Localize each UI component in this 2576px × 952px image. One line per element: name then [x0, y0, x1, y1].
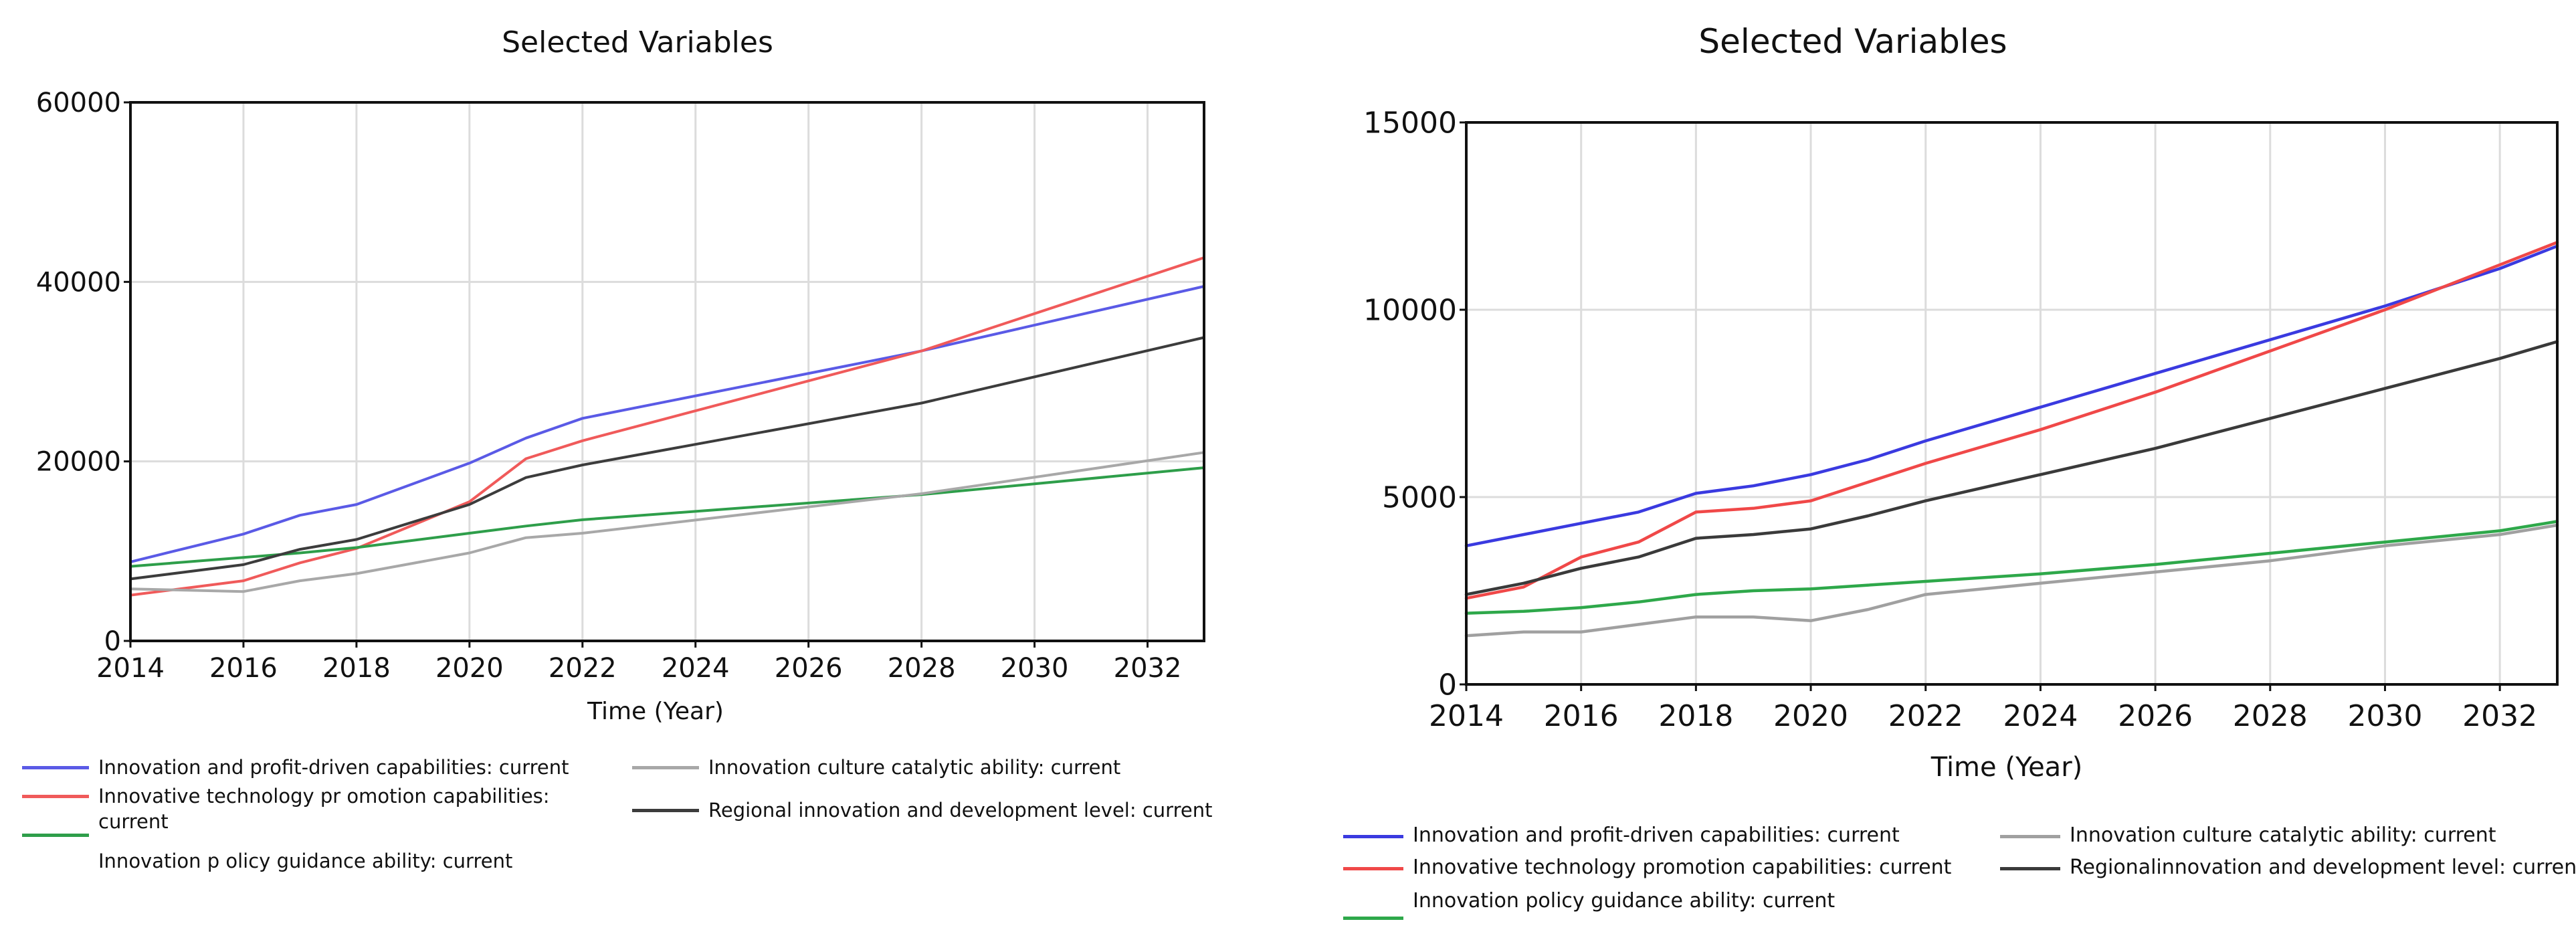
x-tick-label: 2024	[662, 653, 730, 684]
legend-item-policy: Innovation policy guidance ability: curr…	[1343, 884, 1835, 920]
legend-label: Innovation and profit-driven capabilitie…	[98, 756, 569, 779]
legend-swatch	[1343, 867, 1403, 870]
series-line-3	[1464, 520, 2559, 615]
plot-frame	[129, 101, 1205, 642]
x-tick-label: 2030	[2347, 699, 2422, 733]
x-tick-label: 2028	[2233, 699, 2308, 733]
x-tick-label: 2020	[1773, 699, 1848, 733]
x-tick-label: 2014	[1429, 699, 1504, 733]
x-axis-label: Time (Year)	[587, 698, 724, 725]
x-tick-label: 2018	[322, 653, 391, 684]
chart-1-title: Selected Variables	[502, 25, 773, 60]
legend-label: Innovation culture catalytic ability: cu…	[708, 756, 1121, 779]
legend-swatch	[632, 766, 699, 769]
series-line-2	[1464, 240, 2559, 600]
legend-item-culture: Innovation culture catalytic ability: cu…	[632, 755, 1120, 780]
legend-label: Regionalinnovation and development level…	[2070, 856, 2576, 879]
legend-label: Innovation and profit-driven capabilitie…	[1413, 824, 1900, 847]
series-line-5	[129, 336, 1205, 581]
legend-item-regional: Regionalinnovation and development level…	[2000, 851, 2576, 884]
legend-swatch	[22, 834, 89, 837]
legend-item-regional: Regional innovation and development leve…	[632, 797, 1212, 823]
x-tick-label: 2022	[1888, 699, 1963, 733]
legend-label: Innovation culture catalytic ability: cu…	[2070, 824, 2496, 847]
x-tick-label: 2032	[2462, 699, 2537, 733]
legend-item-policy: Innovation p olicy guidance ability: cur…	[22, 834, 513, 874]
y-tick-label: 5000	[1382, 480, 1457, 514]
legend-swatch	[22, 766, 89, 769]
legend-label: Regional innovation and development leve…	[708, 799, 1213, 822]
x-tick-label: 2026	[775, 653, 843, 684]
plot-frame	[1465, 121, 2559, 686]
y-tick-label: 15000	[1363, 106, 1457, 140]
legend-label: Innovative technology promotion capabili…	[1413, 856, 1952, 879]
legend-item-technology: Innovative technology pr omotion capabil…	[22, 783, 567, 834]
legend-item-profit: Innovation and profit-driven capabilitie…	[22, 755, 569, 780]
chart-2-title: Selected Variables	[1698, 22, 2007, 61]
x-tick-label: 2024	[2003, 699, 2078, 733]
chart-2-plot: 2014 2016 2018 2020 2022 2024 2026 2028 2030 2032…	[1363, 106, 2559, 783]
y-tick-label: 20000	[36, 447, 121, 478]
x-tick-label: 2014	[96, 653, 165, 684]
legend-item-profit: Innovation and profit-driven capabilitie…	[1343, 819, 1900, 852]
legend-label: Innovation p olicy guidance ability: cur…	[98, 850, 513, 872]
x-axis-label: Time (Year)	[1930, 752, 2083, 783]
y-tick-label: 40000	[36, 267, 121, 298]
x-tick-label: 2016	[1544, 699, 1619, 733]
x-tick-label: 2016	[209, 653, 278, 684]
series-line-4	[1464, 523, 2559, 638]
series-line-5	[1464, 340, 2559, 596]
x-tick-label: 2028	[888, 653, 956, 684]
legend-item-culture: Innovation culture catalytic ability: cu…	[2000, 819, 2496, 852]
series-line-4	[129, 451, 1205, 593]
legend-label: Innovative technology pr omotion capabil…	[98, 785, 550, 833]
x-tick-label: 2018	[1658, 699, 1733, 733]
x-tick-label: 2032	[1114, 653, 1182, 684]
legend-swatch	[632, 809, 699, 812]
x-tick-label: 2022	[549, 653, 617, 684]
chart-1-plot: 2014 2016 2018 2020 2022 2024 2026 2028 2030 2032…	[36, 88, 1205, 725]
x-tick-label: 2030	[1001, 653, 1069, 684]
legend-swatch	[1343, 917, 1403, 920]
legend-item-technology: Innovative technology promotion capabili…	[1343, 851, 1951, 884]
legend-swatch	[2000, 835, 2060, 838]
y-tick-label: 0	[1438, 668, 1457, 702]
series-line-2	[129, 256, 1205, 597]
legend-swatch	[1343, 835, 1403, 838]
series-line-3	[129, 466, 1205, 568]
y-tick-label: 0	[104, 626, 121, 657]
y-tick-label: 10000	[1363, 293, 1457, 327]
series-line-1	[129, 285, 1205, 563]
legend-swatch	[22, 795, 89, 798]
legend-label: Innovation policy guidance ability: curr…	[1413, 889, 1836, 913]
series-line-1	[1464, 244, 2559, 548]
y-tick-label: 60000	[36, 88, 121, 118]
legend-swatch	[2000, 867, 2060, 870]
x-tick-label: 2020	[435, 653, 504, 684]
x-tick-label: 2026	[2118, 699, 2193, 733]
